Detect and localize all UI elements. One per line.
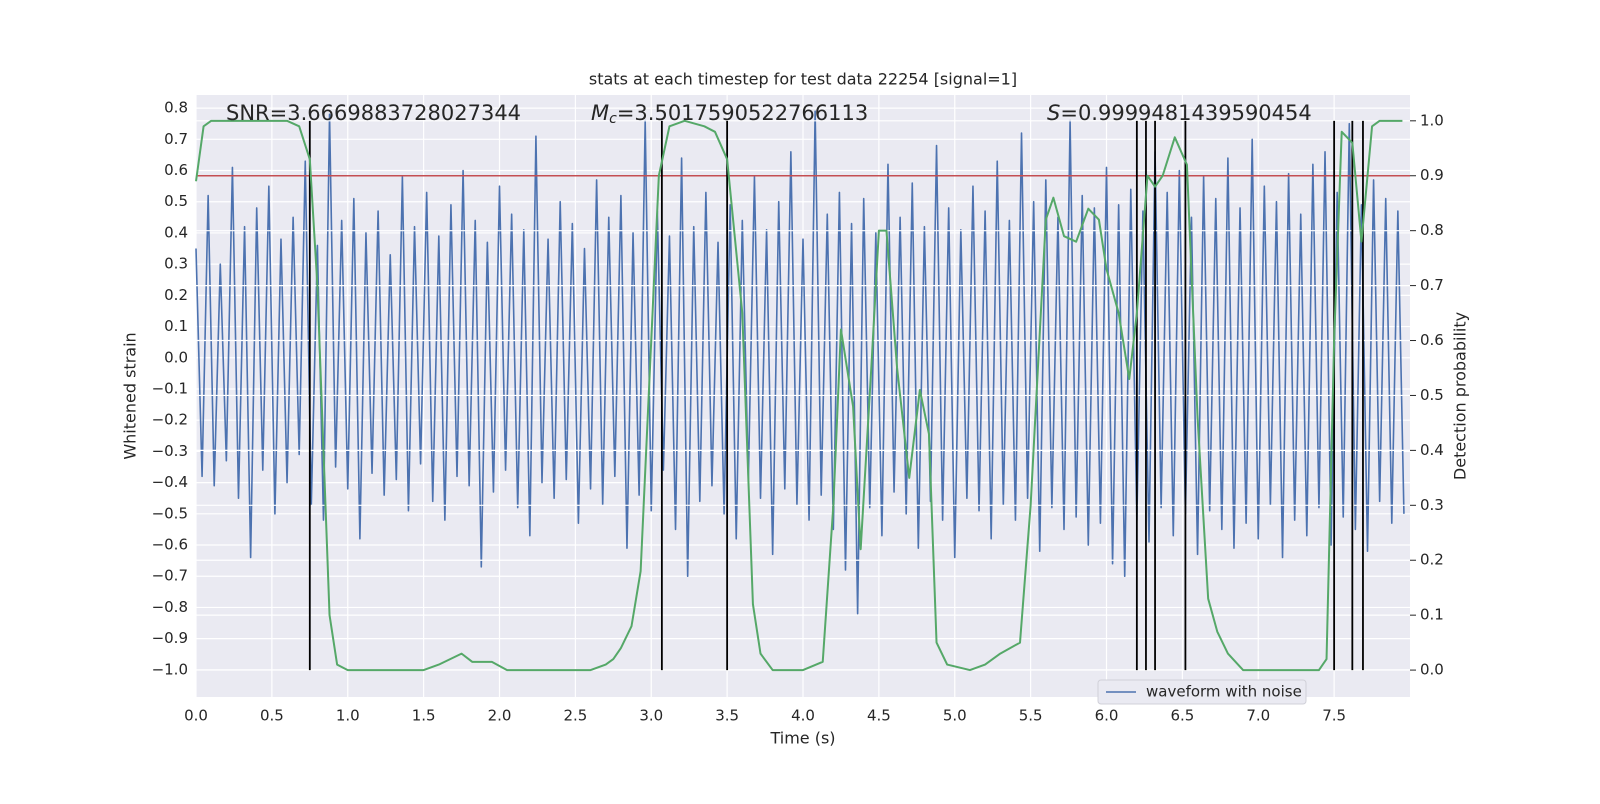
x-tick-label: 6.5	[1170, 707, 1194, 725]
y-tick-label: 0.0	[164, 348, 188, 366]
y-tick-label: 0.3	[164, 255, 188, 273]
y-tick-label: 0.8	[164, 99, 188, 117]
x-tick-label: 1.0	[336, 707, 360, 725]
chart-title: stats at each timestep for test data 222…	[589, 70, 1017, 89]
y2-tick-label: 0.5	[1420, 386, 1444, 404]
x-tick-label: 6.0	[1095, 707, 1119, 725]
y-tick-label: −0.3	[152, 442, 188, 460]
annotation: S=0.9999481439590454	[1047, 101, 1312, 125]
y-tick-label: 0.2	[164, 286, 188, 304]
y-tick-label: −0.1	[152, 379, 188, 397]
y-tick-label: 0.5	[164, 192, 188, 210]
y-tick-label: −0.7	[152, 567, 188, 585]
y2-tick-label: 0.3	[1420, 496, 1444, 514]
probability-line	[195, 119, 1403, 672]
waveform-line	[195, 110, 1405, 615]
annotation-subscript: c	[609, 111, 617, 127]
x-tick-label: 5.5	[1019, 707, 1043, 725]
annotation-symbol: S	[1047, 101, 1060, 125]
x-tick-label: 1.5	[412, 707, 436, 725]
y2-tick-label: 0.6	[1420, 331, 1444, 349]
x-axis-label: Time (s)	[769, 729, 835, 748]
x-tick-label: 7.0	[1246, 707, 1270, 725]
y2-tick-label: 0.8	[1420, 221, 1444, 239]
y-tick-label: −0.2	[152, 411, 188, 429]
x-tick-label: 2.5	[563, 707, 587, 725]
x-tick-label: 5.0	[943, 707, 967, 725]
y2-tick-label: 0.9	[1420, 166, 1444, 184]
legend-label: waveform with noise	[1146, 683, 1302, 701]
y-tick-label: −0.4	[152, 473, 188, 491]
y2-tick-label: 0.2	[1420, 551, 1444, 569]
y2-tick-label: 0.0	[1420, 661, 1444, 679]
annotation: Mc=3.5017590522766113	[591, 101, 868, 127]
y-tick-label: 0.6	[164, 161, 188, 179]
annotation-text: =3.5017590522766113	[617, 101, 868, 125]
y2-tick-label: 1.0	[1420, 111, 1444, 129]
y-tick-label: −0.8	[152, 598, 188, 616]
x-tick-label: 4.5	[867, 707, 891, 725]
x-tick-label: 4.0	[791, 707, 815, 725]
x-tick-label: 3.0	[639, 707, 663, 725]
y-tick-label: −1.0	[152, 660, 188, 678]
x-tick-label: 7.5	[1322, 707, 1346, 725]
y-tick-label: −0.6	[152, 536, 188, 554]
y-tick-label: 0.7	[164, 130, 188, 148]
x-tick-label: 0.0	[184, 707, 208, 725]
annotation: SNR=3.6669883728027344	[226, 101, 521, 125]
annotation-symbol: M	[591, 101, 609, 125]
x-tick-label: 2.0	[488, 707, 512, 725]
y-tick-label: −0.9	[152, 629, 188, 647]
y-tick-label: −0.5	[152, 504, 188, 522]
annotation-text: =0.9999481439590454	[1060, 101, 1311, 125]
y-axis-label: Whitened strain	[121, 332, 140, 459]
y2-axis-label: Detection probability	[1451, 312, 1470, 480]
legend-box	[1097, 679, 1307, 705]
x-tick-label: 3.5	[715, 707, 739, 725]
y-tick-label: 0.1	[164, 317, 188, 335]
y-tick-label: 0.4	[164, 223, 188, 241]
annotation-text: SNR=3.6669883728027344	[226, 101, 521, 125]
y2-tick-label: 0.4	[1420, 441, 1444, 459]
y2-tick-label: 0.7	[1420, 276, 1444, 294]
x-tick-label: 0.5	[260, 707, 284, 725]
y2-tick-label: 0.1	[1420, 606, 1444, 624]
